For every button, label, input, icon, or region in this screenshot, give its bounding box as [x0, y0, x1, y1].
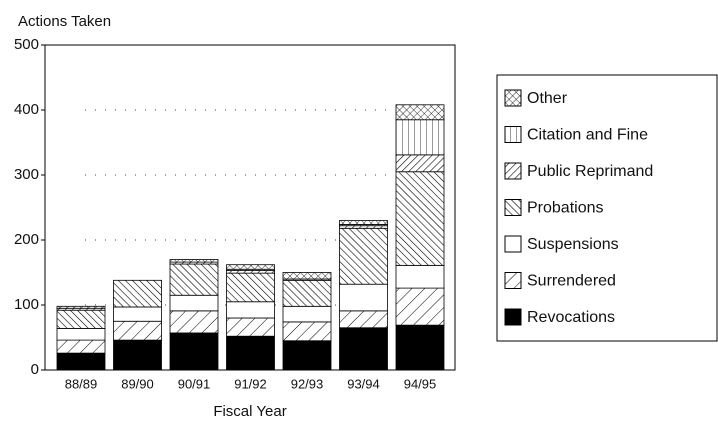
- x-tick-label: 91/92: [234, 376, 267, 391]
- legend-label: Public Reprimand: [527, 163, 653, 180]
- y-tick-label: 200: [14, 231, 39, 248]
- bar-segment: [56, 339, 106, 354]
- x-tick-label: 90/91: [178, 376, 211, 391]
- legend-label: Other: [527, 90, 568, 107]
- chart-title: Actions Taken: [18, 13, 111, 30]
- bar-segment: [395, 324, 445, 371]
- y-tick-label: 400: [14, 101, 39, 118]
- y-tick-label: 300: [14, 166, 39, 183]
- bar-segment: [169, 263, 219, 296]
- bar-segment: [395, 171, 445, 266]
- bar-segment: [339, 283, 388, 312]
- bar-segment: [395, 264, 445, 289]
- bar-segment: [56, 327, 106, 341]
- y-tick-label: 0: [31, 361, 39, 378]
- y-tick-label: 100: [14, 296, 39, 313]
- bar-segment: [282, 321, 332, 342]
- bar-segment: [395, 104, 445, 121]
- bar-segment: [282, 340, 332, 371]
- legend-swatch: [504, 89, 522, 107]
- bar-segment: [282, 272, 332, 280]
- legend-label: Revocations: [527, 309, 615, 326]
- bar-segment: [56, 309, 106, 329]
- bar-segment: [56, 352, 106, 371]
- bar-segment: [169, 332, 219, 371]
- legend: [496, 74, 718, 342]
- legend-label: Suspensions: [527, 236, 619, 253]
- bar-segment: [56, 305, 106, 309]
- bar-segment: [226, 264, 275, 270]
- bar-segment: [113, 320, 162, 341]
- x-tick-label: 89/90: [121, 376, 154, 391]
- x-tick-label: 94/95: [404, 376, 437, 391]
- legend-swatch: [504, 162, 522, 180]
- legend-swatch: [504, 272, 522, 289]
- legend-swatch: [504, 235, 522, 253]
- legend-swatch: [504, 126, 522, 143]
- bar-segment: [282, 279, 332, 307]
- plot-frame: [44, 44, 456, 371]
- bar-segment: [339, 310, 388, 329]
- bar-segment: [169, 294, 219, 312]
- bar-segment: [226, 317, 275, 337]
- y-tick-label: 500: [14, 36, 39, 53]
- bar-segment: [113, 306, 162, 322]
- bar-segment: [113, 339, 162, 371]
- bar-segment: [226, 335, 275, 371]
- bar-segment: [226, 301, 275, 319]
- bar-segment: [339, 327, 388, 371]
- bar-segment: [226, 272, 275, 303]
- bar-segment: [169, 310, 219, 334]
- bar-segment: [169, 259, 219, 263]
- legend-swatch: [504, 308, 522, 326]
- bar-segment: [339, 227, 388, 285]
- bar-segment: [395, 154, 445, 173]
- legend-label: Surrendered: [527, 273, 616, 290]
- x-tick-label: 92/93: [291, 376, 324, 391]
- legend-label: Citation and Fine: [527, 127, 648, 144]
- bar-segment: [339, 220, 388, 225]
- bar-segment: [282, 305, 332, 323]
- bar-segment: [113, 279, 162, 308]
- x-axis-label: Fiscal Year: [213, 403, 286, 420]
- bar-segment: [395, 119, 445, 156]
- legend-swatch: [504, 199, 522, 216]
- x-tick-label: 88/89: [65, 376, 98, 391]
- bar-segment: [395, 287, 445, 326]
- x-tick-label: 93/94: [347, 376, 380, 391]
- legend-label: Probations: [527, 200, 604, 217]
